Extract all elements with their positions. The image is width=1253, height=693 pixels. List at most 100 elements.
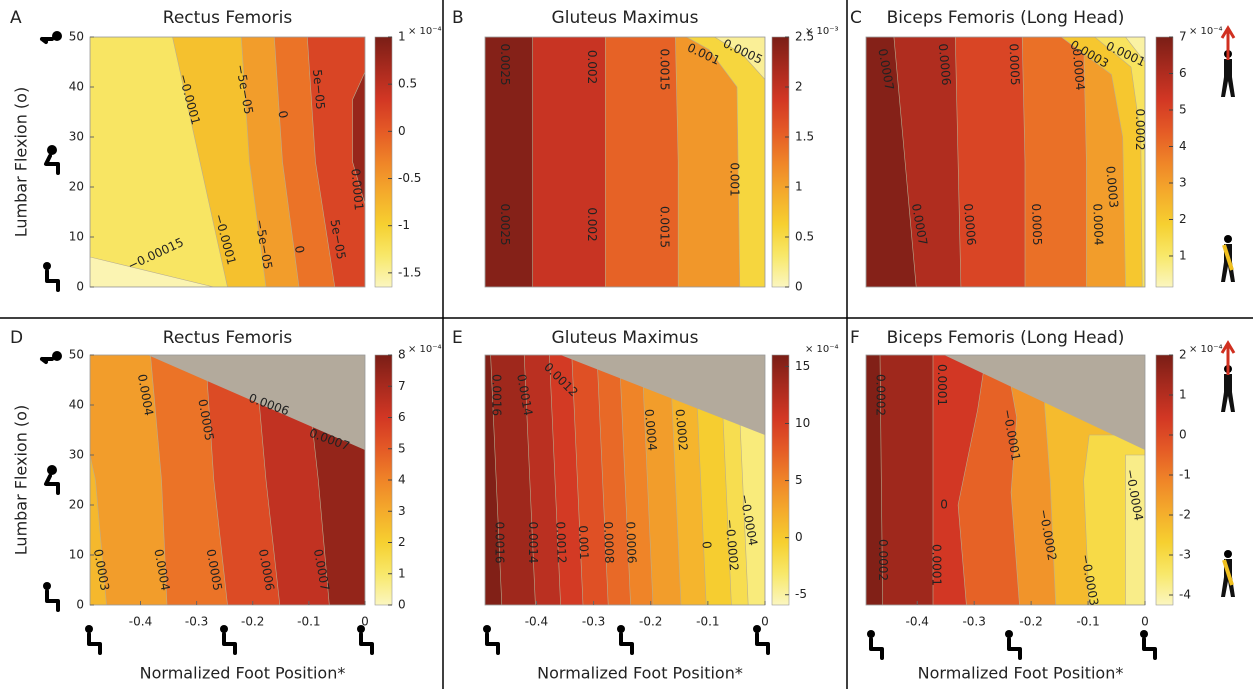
contour-label: 0.002 [585, 207, 599, 241]
colorbar-tick-label: -3 [1179, 548, 1191, 562]
panel-title: Gluteus Maximus [552, 328, 699, 348]
plot-frame [484, 354, 766, 606]
colorbar-tick-label: 2.5 [795, 30, 814, 44]
contour-label: 0.0025 [498, 204, 512, 246]
colorbar-tick-label: 5 [398, 441, 406, 455]
colorbar-tick-label: 1 [1179, 248, 1187, 262]
contour-label: 0.0002 [873, 374, 887, 416]
infeasible-region [944, 355, 1145, 450]
colorbar-tick-label: 1 [398, 30, 406, 44]
contour-label: 0.0008 [601, 521, 616, 563]
y-tick-label: 40 [69, 80, 84, 94]
x-tick-label: -0.4 [129, 615, 152, 629]
contour-label: 0 [275, 109, 290, 119]
colorbar-tick-label: 0.5 [398, 77, 417, 91]
colorbar-tick-label: 6 [398, 410, 406, 424]
panel-title: Biceps Femoris (Long Head) [887, 8, 1125, 28]
contour-label: 0 [292, 244, 307, 254]
x-tick-label: -0.2 [241, 615, 264, 629]
colorbar-exponent: × 10⁻⁴ [408, 26, 442, 37]
y-tick-label: 30 [69, 130, 84, 144]
contour-label: 0.0014 [526, 522, 540, 564]
colorbar-tick-label: 5 [795, 473, 803, 487]
colorbar [771, 36, 790, 288]
colorbar-exponent: × 10⁻³ [805, 26, 839, 37]
contour-label: 0.0004 [1090, 203, 1105, 245]
x-tick-label: -0.2 [1019, 615, 1042, 629]
colorbar-tick-label: 5 [1179, 102, 1187, 116]
contour-label: 0.0015 [658, 49, 672, 91]
x-tick-label: -0.2 [639, 615, 662, 629]
plot-frame [89, 36, 366, 288]
y-tick-label: 0 [76, 598, 84, 612]
colorbar-tick-label: 7 [1179, 30, 1187, 44]
x-tick-label: 0 [361, 615, 369, 629]
contour-plot [90, 355, 365, 605]
colorbar [1155, 354, 1174, 606]
contour-label: 0.001 [576, 525, 591, 560]
contour-label: 5e−05 [310, 69, 327, 110]
contour-label: 0.0004 [642, 408, 660, 451]
colorbar-tick-label: 8 [398, 348, 406, 362]
colorbar-tick-label: 0 [795, 280, 803, 294]
contour-band [352, 71, 365, 205]
contour-label: 0.0003 [1103, 165, 1121, 208]
contour-band [306, 37, 365, 287]
infeasible-region [560, 355, 765, 435]
x-axis-label: Normalized Foot Position* [537, 664, 743, 683]
contour-label: 0.0016 [490, 374, 504, 416]
colorbar-tick-label: 1 [398, 566, 406, 580]
colorbar-tick-label: 0 [795, 530, 803, 544]
colorbar-tick-label: 3 [398, 504, 406, 518]
colorbar-tick-label: -5 [795, 587, 807, 601]
x-axis-label: Normalized Foot Position* [140, 664, 346, 683]
contour-label: 0.0005 [1029, 203, 1044, 245]
contour-label: 0.0002 [673, 408, 691, 451]
colorbar-tick-label: 4 [398, 473, 406, 487]
contour-label: 0.002 [585, 50, 599, 84]
contour-plot [866, 355, 1145, 605]
contour-band [685, 37, 765, 287]
contour-label: 0.0004 [1070, 48, 1088, 91]
contour-label: 0.0006 [623, 521, 638, 563]
colorbar-tick-label: 0 [398, 124, 406, 138]
contour-label: 0.0002 [876, 539, 890, 581]
contour-band [1125, 37, 1145, 63]
y-tick-label: 50 [69, 348, 84, 362]
panel-letter: F [850, 328, 860, 348]
contour-label: 0.0001 [929, 544, 943, 586]
contour-label: 0.0016 [493, 522, 507, 564]
x-tick-label: -0.3 [582, 615, 605, 629]
contour-plot [866, 37, 1145, 287]
colorbar-tick-label: 1 [795, 180, 803, 194]
x-tick-label: -0.1 [696, 615, 719, 629]
panel-letter: A [10, 8, 22, 28]
contour-label: 0.0012 [553, 521, 568, 563]
y-tick-label: 40 [69, 398, 84, 412]
x-tick-label: -0.1 [297, 615, 320, 629]
panel-title: Gluteus Maximus [552, 8, 699, 28]
contour-label: 0.0001 [935, 364, 949, 406]
y-tick-label: 20 [69, 180, 84, 194]
panel-letter: C [850, 8, 862, 28]
colorbar-tick-label: 6 [1179, 66, 1187, 80]
colorbar [771, 354, 790, 606]
y-tick-label: 30 [69, 448, 84, 462]
contour-label: 5e−05 [328, 218, 349, 260]
plot-frame [484, 36, 766, 288]
infeasible-region [147, 355, 365, 450]
contour-label: 0 [699, 541, 714, 550]
x-tick-label: 0 [1141, 615, 1149, 629]
contour-band [714, 37, 765, 80]
contour-label: 0.0015 [658, 206, 672, 248]
colorbar-tick-label: 1.5 [795, 130, 814, 144]
colorbar-tick-label: -2 [1179, 508, 1191, 522]
colorbar-tick-label: 2 [1179, 348, 1187, 362]
panel-title: Rectus Femoris [163, 8, 293, 28]
colorbar-tick-label: 7 [398, 379, 406, 393]
panel-title: Biceps Femoris (Long Head) [887, 328, 1125, 348]
y-tick-label: 10 [69, 548, 84, 562]
colorbar-tick-label: 3 [1179, 175, 1187, 189]
x-tick-label: -0.3 [962, 615, 985, 629]
